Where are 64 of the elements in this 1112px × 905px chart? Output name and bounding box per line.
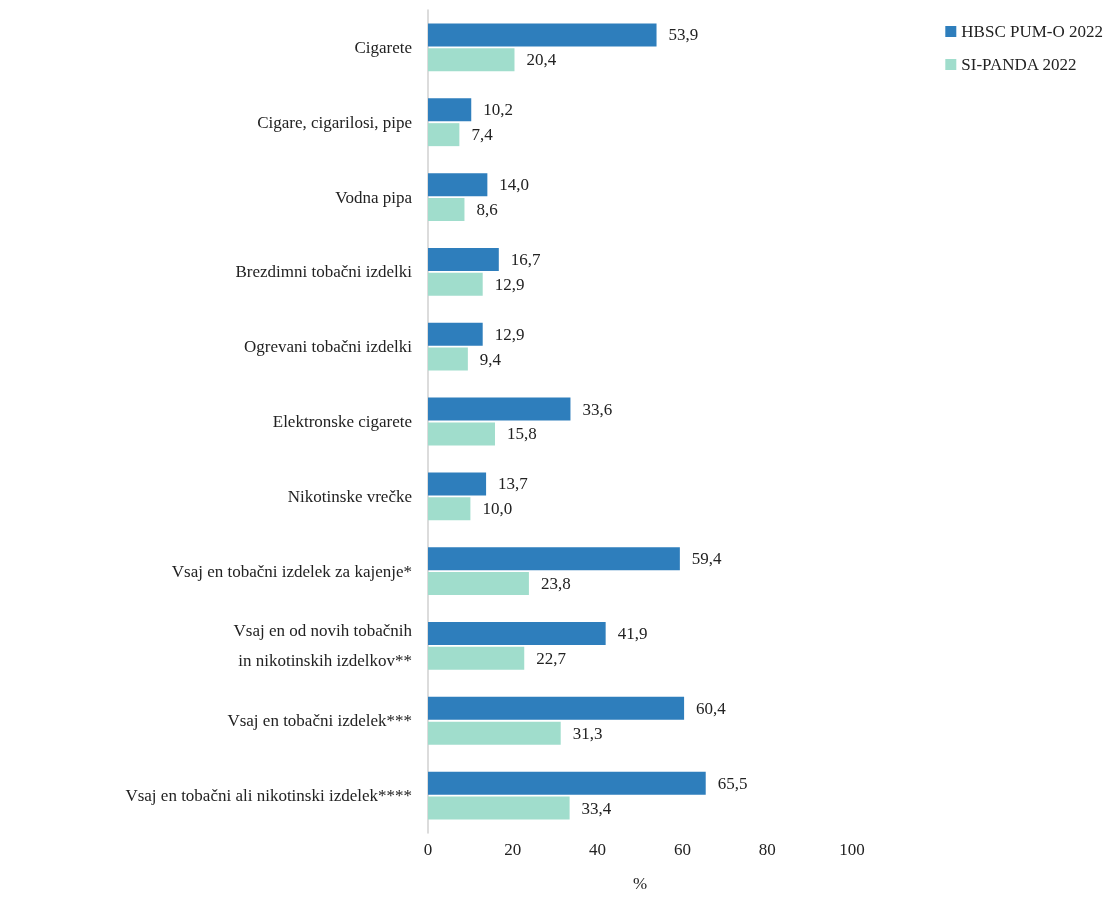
data-label: 10,0 bbox=[482, 499, 513, 519]
data-label: 53,9 bbox=[668, 25, 699, 45]
bar bbox=[428, 547, 680, 571]
bar bbox=[428, 771, 706, 795]
x-tick-label: 40 bbox=[589, 840, 607, 859]
x-axis-title: % bbox=[632, 874, 648, 893]
bar bbox=[428, 347, 468, 371]
data-label: 33,4 bbox=[581, 798, 612, 818]
bar bbox=[428, 48, 515, 72]
data-label: 7,4 bbox=[471, 125, 494, 145]
data-label: 15,8 bbox=[506, 424, 537, 444]
data-label: 65,5 bbox=[717, 773, 748, 793]
bar bbox=[428, 721, 561, 745]
legend-label: HBSC PUM-O 2022 bbox=[961, 22, 1104, 41]
data-label: 59,4 bbox=[691, 549, 723, 569]
data-label: 20,4 bbox=[526, 50, 557, 70]
bar bbox=[428, 572, 529, 596]
data-label: 12,9 bbox=[494, 324, 525, 344]
bar bbox=[428, 197, 465, 221]
bar bbox=[428, 422, 495, 446]
data-label: 10,2 bbox=[483, 100, 513, 120]
data-label: 16,7 bbox=[510, 249, 542, 269]
data-label: 9,4 bbox=[479, 349, 502, 369]
y-tick-label: Cigarete bbox=[354, 37, 412, 57]
bar bbox=[428, 397, 571, 421]
y-tick-label: Elektronske cigarete bbox=[272, 412, 412, 431]
data-label: 22,7 bbox=[536, 648, 567, 668]
data-label: 60,4 bbox=[696, 698, 727, 718]
bar bbox=[428, 123, 460, 147]
x-tick-label: 80 bbox=[758, 840, 776, 859]
data-label: 23,8 bbox=[540, 574, 571, 594]
y-tick-label: Vsaj en tobačni ali nikotinski izdelek**** bbox=[125, 786, 412, 806]
y-tick-label: Vsaj en od novih tobačnih in nikotinskih izdelkov** bbox=[233, 621, 413, 671]
x-tick-label: 0 bbox=[423, 840, 433, 859]
bar bbox=[428, 497, 471, 521]
y-tick-label: Ogrevani tobačni izdelki bbox=[243, 337, 413, 357]
y-tick-label: Vodna pipa bbox=[335, 187, 413, 207]
bar bbox=[428, 796, 570, 820]
x-tick-label: 20 bbox=[504, 840, 522, 859]
bar bbox=[428, 696, 685, 720]
x-tick-label: 60 bbox=[673, 840, 691, 859]
data-label: 13,7 bbox=[498, 474, 529, 494]
bar bbox=[428, 247, 499, 271]
x-tick-label: 100 bbox=[839, 840, 865, 859]
bar bbox=[428, 322, 483, 346]
data-label: 33,6 bbox=[582, 399, 613, 419]
y-tick-label: Nikotinske vrečke bbox=[287, 486, 412, 506]
bar bbox=[428, 472, 487, 496]
y-tick-label: Cigare, cigarilosi, pipe bbox=[257, 112, 412, 132]
legend-label: SI-PANDA 2022 bbox=[961, 55, 1077, 74]
y-tick-label: Brezdimni tobačni izdelki bbox=[235, 262, 413, 282]
bar bbox=[428, 622, 606, 646]
data-label: 12,9 bbox=[494, 274, 525, 294]
data-label: 8,6 bbox=[476, 199, 498, 219]
bar bbox=[428, 173, 488, 197]
bar bbox=[428, 272, 483, 296]
bar bbox=[428, 98, 472, 122]
bar bbox=[428, 646, 525, 670]
data-label: 14,0 bbox=[499, 175, 530, 195]
y-tick-label: Vsaj en tobačni izdelek za kajenje* bbox=[171, 561, 412, 581]
y-tick-label: Vsaj en tobačni izdelek*** bbox=[227, 711, 412, 731]
bar bbox=[428, 23, 657, 47]
data-label: 41,9 bbox=[617, 624, 648, 644]
data-label: 31,3 bbox=[572, 723, 603, 743]
